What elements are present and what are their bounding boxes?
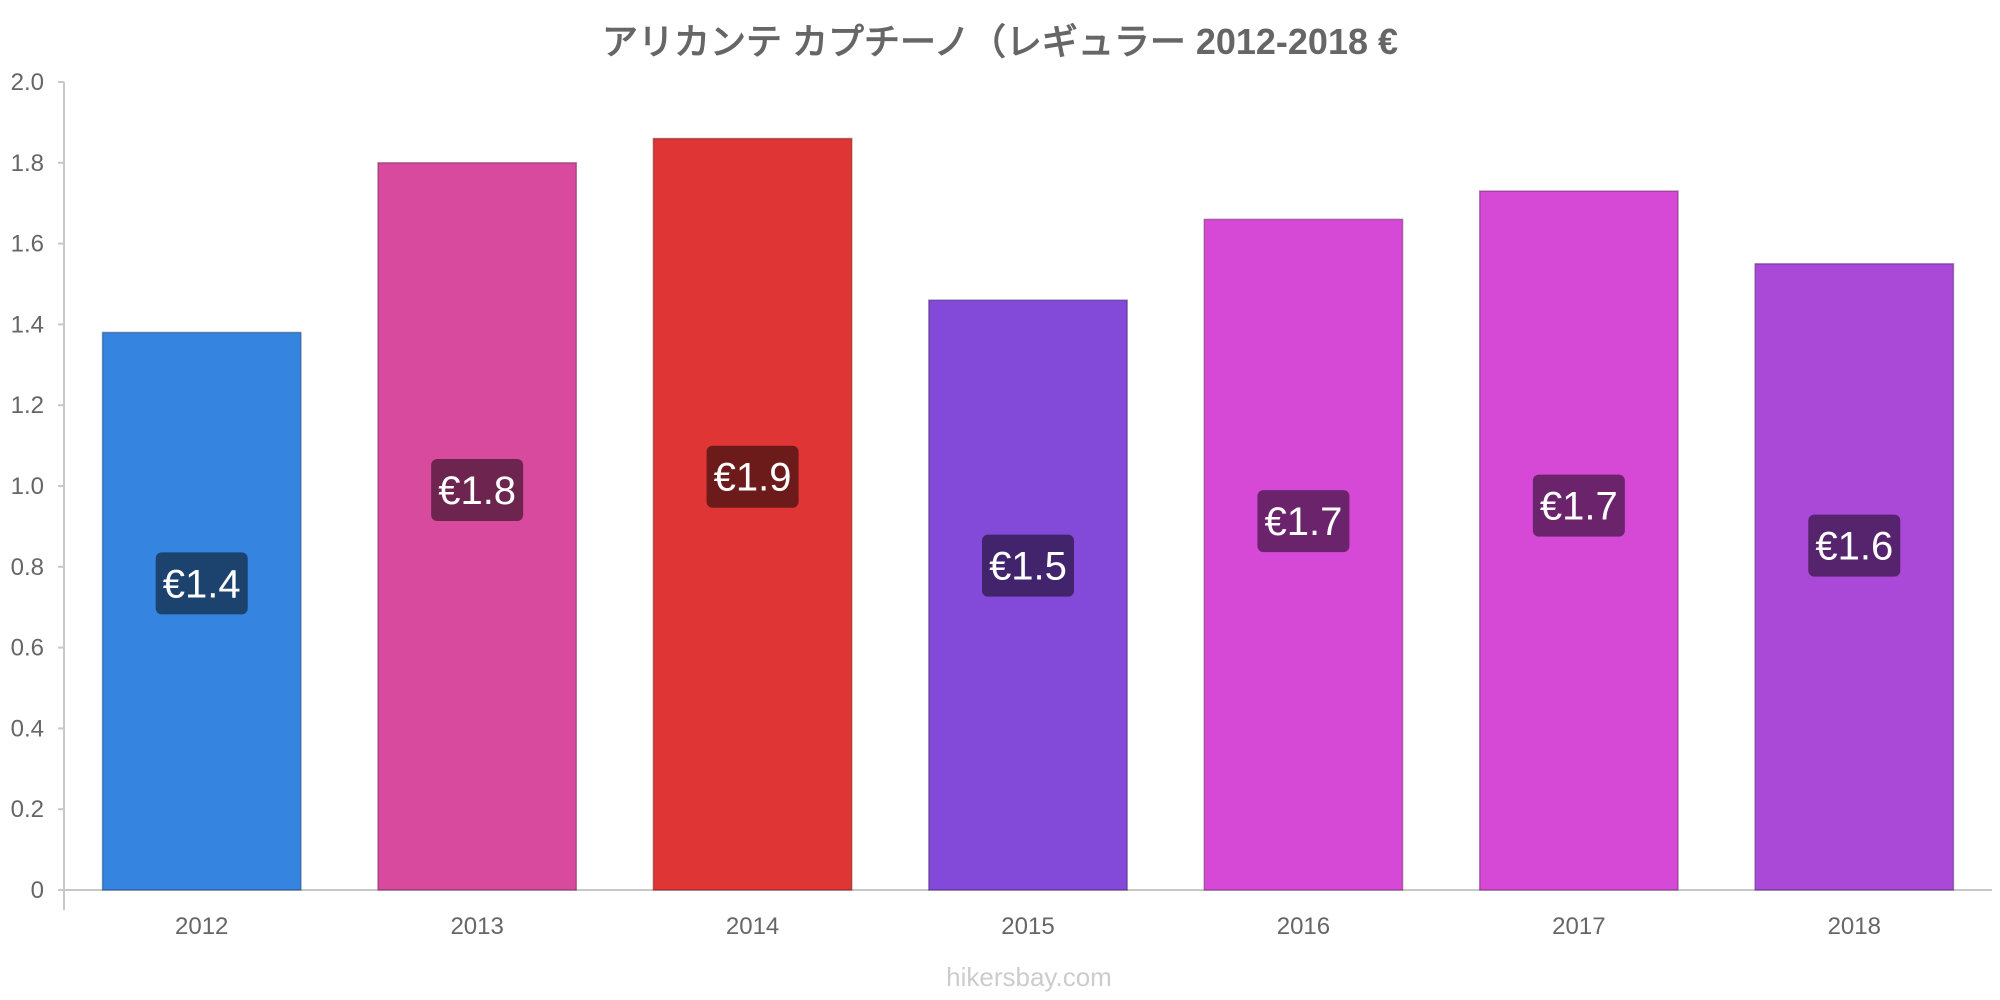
y-tick-label: 2.0 — [11, 69, 44, 96]
bar-value-label-bg — [706, 445, 799, 508]
y-tick-label: 0.6 — [11, 635, 44, 662]
bar-2018[interactable] — [1754, 263, 1955, 891]
y-tick-label: 0.8 — [11, 554, 44, 581]
y-tick-label: 1.0 — [11, 473, 44, 500]
y-tick-label: 1.6 — [11, 231, 44, 258]
x-tick-label: 2018 — [1828, 913, 1881, 940]
bar-2017[interactable] — [1478, 190, 1679, 891]
bar-2016[interactable] — [1203, 218, 1404, 891]
bar-value-label-bg — [155, 552, 248, 615]
x-axis-labels: 2012 2013 2014 2015 2016 2017 2018 — [175, 913, 1881, 940]
y-tick-label: 0.4 — [11, 715, 44, 742]
x-tick-label: 2014 — [726, 913, 779, 940]
bar-value-label-bg — [982, 534, 1074, 597]
bars-group: €1.4 €1.8 €1.9 €1.5 €1.7 €1.7 €1.6 — [101, 137, 1955, 891]
bar-value-label: €1.5 — [989, 545, 1067, 589]
x-tick-label: 2017 — [1552, 913, 1605, 940]
x-tick-label: 2012 — [175, 913, 228, 940]
x-tick-label: 2016 — [1277, 913, 1330, 940]
bar-value-label: €1.6 — [1815, 525, 1893, 569]
bar-value-label: €1.4 — [163, 562, 241, 606]
bar-value-label-bg — [1532, 474, 1625, 537]
footer-source[interactable]: hikersbay.com — [946, 962, 1112, 992]
bar-2013[interactable] — [377, 162, 578, 891]
y-tick-label: 1.8 — [11, 150, 44, 177]
bar-value-label: €1.9 — [714, 456, 792, 500]
bar-value-label-bg — [1808, 514, 1901, 577]
x-tick-label: 2013 — [450, 913, 503, 940]
bar-value-label-bg — [1257, 490, 1350, 553]
bar-2014[interactable] — [652, 137, 853, 891]
bar-value-label: €1.8 — [438, 469, 516, 513]
bar-value-label-bg — [431, 459, 524, 522]
y-tick-label: 1.4 — [11, 311, 44, 338]
y-tick-label: 1.2 — [11, 392, 44, 419]
y-tick-label: 0 — [31, 877, 44, 904]
y-tick-label: 0.2 — [11, 796, 44, 823]
y-axis-ticks: 0 0.2 0.4 0.6 0.8 1.0 1.2 1.4 1.6 1.8 2.0 — [11, 69, 64, 904]
x-tick-label: 2015 — [1001, 913, 1054, 940]
bar-value-label: €1.7 — [1540, 485, 1618, 529]
bar-value-label: €1.7 — [1264, 500, 1342, 544]
chart-title: アリカンテ カプチーノ（レギュラー 2012-2018 € — [602, 21, 1398, 62]
